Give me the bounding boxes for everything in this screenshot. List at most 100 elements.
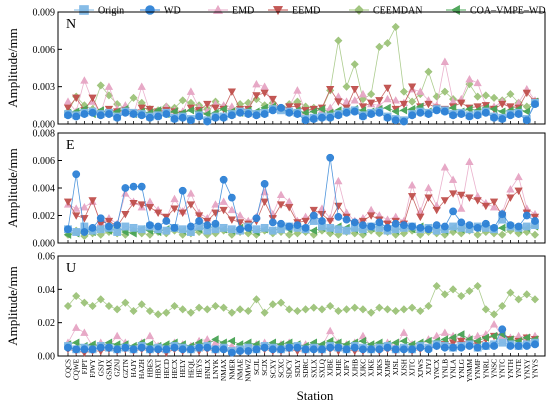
- data-point: [219, 345, 228, 354]
- data-point: [80, 203, 89, 211]
- data-point: [489, 320, 499, 328]
- data-point: [481, 305, 490, 314]
- series-line: [67, 285, 536, 315]
- legend-label: EMD: [232, 6, 254, 17]
- x-tick-label: HEYS: [196, 359, 204, 378]
- x-tick-label: GSMX: [105, 358, 113, 380]
- data-point: [465, 104, 473, 114]
- data-point: [285, 204, 294, 212]
- data-point: [416, 230, 425, 239]
- data-point: [375, 42, 384, 51]
- data-point: [448, 175, 458, 183]
- panel-u: 0.00 0.02 0.04 0.06 U Amplitude/mm: [5, 252, 546, 363]
- data-point: [227, 193, 236, 202]
- data-point: [473, 230, 482, 239]
- data-point: [375, 108, 384, 117]
- data-point: [301, 223, 310, 232]
- data-point: [162, 308, 171, 317]
- x-tick-label: NMAE: [237, 358, 245, 380]
- data-point: [465, 112, 474, 121]
- panel-label: N: [66, 17, 76, 32]
- data-point: [416, 87, 425, 95]
- data-point: [72, 345, 81, 354]
- data-point: [293, 110, 302, 118]
- data-point: [481, 342, 490, 350]
- data-point: [391, 96, 400, 104]
- data-point: [121, 343, 130, 352]
- data-point: [178, 96, 187, 105]
- data-point: [522, 107, 530, 116]
- data-point: [400, 117, 408, 126]
- data-point: [162, 217, 171, 225]
- data-point: [219, 113, 228, 122]
- data-point: [113, 305, 122, 314]
- x-tick-label: SDLY: [294, 358, 302, 377]
- x-tick-label: YNLG: [458, 359, 466, 379]
- x-tick-label: SXLQ: [318, 358, 326, 378]
- data-point: [113, 221, 122, 230]
- data-point: [137, 225, 146, 234]
- data-point: [490, 93, 499, 102]
- data-point: [407, 181, 417, 189]
- x-tick-label: SDCY: [286, 358, 294, 378]
- data-point: [391, 22, 400, 31]
- data-point: [326, 85, 335, 94]
- data-point: [129, 345, 138, 354]
- x-tick-label: XJTC: [409, 359, 417, 376]
- data-point: [72, 204, 81, 212]
- data-point: [64, 343, 72, 352]
- data-point: [121, 210, 130, 219]
- data-point: [334, 202, 343, 211]
- y-tick-label: 0.000: [33, 239, 56, 250]
- data-point: [129, 306, 138, 316]
- data-point: [457, 204, 466, 212]
- x-tick-label: GZNJ: [114, 359, 122, 377]
- data-point: [399, 87, 408, 96]
- data-point: [276, 298, 286, 307]
- data-point: [432, 342, 441, 350]
- data-point: [88, 345, 97, 354]
- data-point: [244, 306, 253, 316]
- data-point: [145, 306, 154, 316]
- series-line: [67, 328, 536, 354]
- data-point: [129, 93, 138, 102]
- data-point: [465, 80, 474, 89]
- data-point: [178, 225, 187, 234]
- data-point: [530, 230, 540, 239]
- x-tick-label: SCJL: [253, 359, 261, 375]
- y-tick-label: 0.006: [33, 45, 56, 56]
- data-point: [170, 343, 179, 352]
- data-point: [514, 295, 523, 304]
- data-point: [104, 82, 114, 90]
- data-point: [400, 221, 408, 230]
- data-point: [186, 87, 196, 95]
- data-point: [457, 99, 466, 108]
- data-point: [531, 100, 539, 108]
- data-point: [334, 343, 343, 352]
- y-tick-label: 0.00: [38, 352, 56, 363]
- data-point: [235, 211, 245, 219]
- data-point: [293, 221, 302, 230]
- data-point: [268, 106, 277, 115]
- series-line: [67, 332, 536, 354]
- x-tick-label: YNMM: [466, 358, 474, 382]
- data-point: [481, 333, 490, 342]
- data-point: [318, 113, 326, 122]
- data-point: [530, 295, 540, 304]
- data-point: [465, 286, 474, 296]
- data-point: [506, 90, 515, 99]
- data-point: [227, 225, 236, 234]
- x-tick-label: XJKS: [376, 359, 384, 376]
- data-point: [391, 116, 400, 125]
- data-point: [186, 106, 195, 115]
- data-point: [145, 331, 155, 340]
- data-point: [178, 186, 187, 195]
- data-point: [424, 194, 433, 202]
- x-tick-label: YNCX: [433, 358, 441, 379]
- data-point: [309, 211, 318, 220]
- data-point: [440, 163, 449, 171]
- x-tick-label: XJKE: [368, 358, 376, 376]
- data-point: [514, 172, 523, 181]
- data-point: [408, 345, 417, 354]
- data-point: [170, 115, 179, 123]
